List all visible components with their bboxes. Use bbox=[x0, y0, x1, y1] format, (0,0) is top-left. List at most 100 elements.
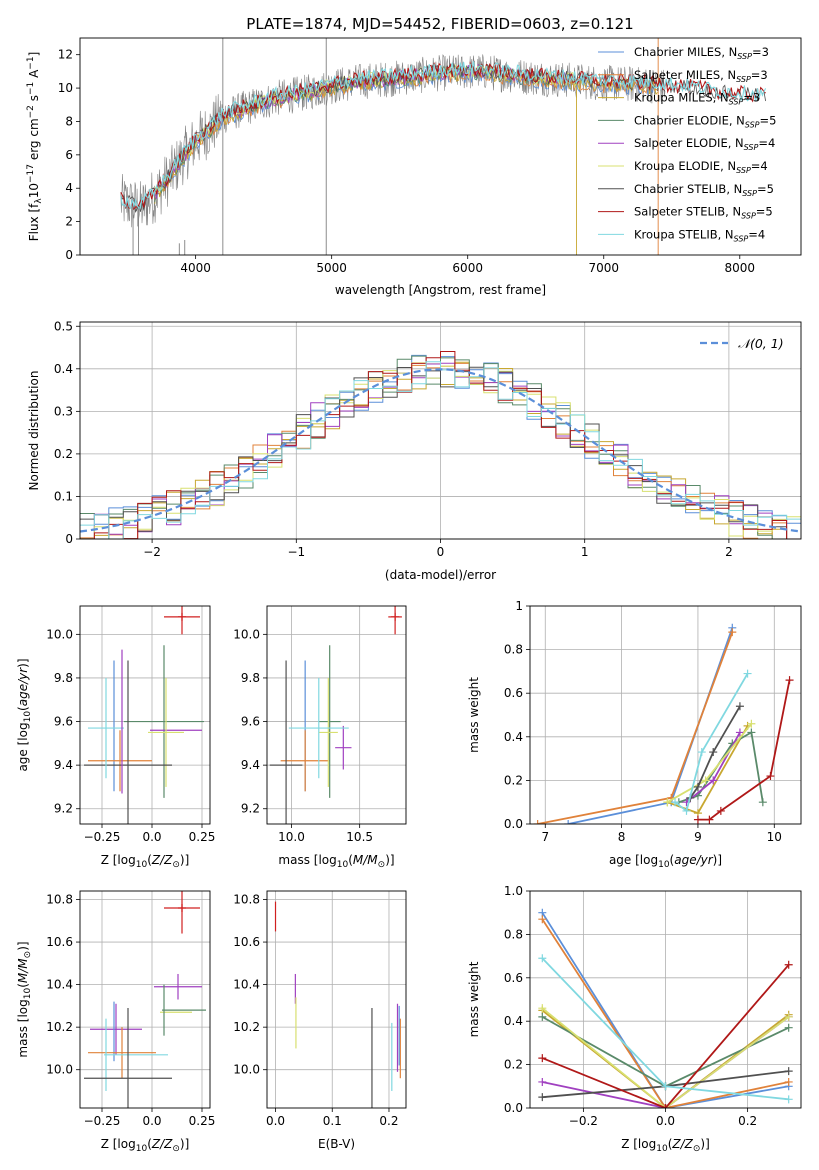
errorbar-point bbox=[280, 730, 330, 792]
x-tick-label: 0.0 bbox=[142, 830, 161, 844]
y-axis-label-part: −17 bbox=[26, 164, 36, 183]
x-tick-label: 8 bbox=[618, 830, 626, 844]
weight-marker bbox=[766, 772, 775, 781]
x-tick-label: 4000 bbox=[180, 261, 211, 275]
x-axis-label-part: age [log bbox=[609, 853, 658, 867]
errorbar-point bbox=[124, 645, 204, 798]
errorbar-point bbox=[335, 725, 352, 770]
legend-sub: SSP bbox=[734, 234, 749, 243]
y-axis-label-part: )] bbox=[16, 941, 30, 950]
plot-area bbox=[80, 351, 801, 539]
x-axis-label: age [log10(age/yr)] bbox=[609, 853, 722, 870]
plot-area bbox=[84, 891, 206, 1108]
x-axis-label-part: M/M bbox=[353, 853, 378, 867]
x-tick-label: 10.5 bbox=[346, 830, 373, 844]
y-tick-label: 0.2 bbox=[54, 447, 73, 461]
plot-area bbox=[538, 908, 793, 1108]
axes-frame bbox=[529, 890, 802, 1109]
y-axis-label-part: ] bbox=[27, 52, 41, 57]
legend-suffix: =4 bbox=[758, 136, 775, 150]
errorbar-point bbox=[88, 677, 124, 779]
weight-marker bbox=[705, 815, 714, 824]
weight-marker bbox=[758, 798, 767, 807]
y-tick-label: 9.2 bbox=[54, 802, 73, 816]
x-axis-label-part: ( bbox=[668, 1137, 673, 1151]
weight-marker bbox=[784, 1023, 793, 1032]
y-axis-label-part: mass [log bbox=[16, 999, 30, 1057]
weight-line-kroupa_miles bbox=[541, 1009, 790, 1108]
errorbar-point bbox=[84, 1008, 172, 1108]
x-axis-label: (data-model)/error bbox=[385, 568, 496, 582]
histogram-kroupa_stelib bbox=[80, 361, 801, 539]
y-axis-label: Normed distribution bbox=[27, 371, 41, 491]
legend-entry: Salpeter MILES, NSSP=3 bbox=[634, 68, 768, 84]
plot-area bbox=[533, 623, 794, 824]
x-axis-label-part: )] bbox=[180, 853, 189, 867]
weight-marker bbox=[716, 806, 725, 815]
x-axis-label-part: Z [log bbox=[621, 1137, 656, 1151]
weight-marker bbox=[784, 1095, 793, 1104]
errorbar-point bbox=[288, 677, 349, 779]
y-tick-label: 10.8 bbox=[46, 893, 73, 907]
x-axis-label: E(B-V) bbox=[318, 1137, 355, 1151]
weight-marker bbox=[747, 728, 756, 737]
legend-sub: SSP bbox=[742, 189, 757, 198]
x-tick-label: 0.2 bbox=[379, 1114, 398, 1128]
y-axis-label-part: −1 bbox=[26, 82, 36, 95]
x-axis-label-part: )] bbox=[180, 1137, 189, 1151]
errorbar-point bbox=[388, 606, 402, 635]
y-tick-label: 9.4 bbox=[241, 758, 260, 772]
x-tick-label: 0.25 bbox=[189, 1114, 216, 1128]
y-tick-label: 10.0 bbox=[233, 1063, 260, 1077]
legend-suffix: =4 bbox=[751, 159, 768, 173]
axes-frame bbox=[266, 890, 407, 1109]
plot-area bbox=[84, 606, 204, 824]
weight-marker bbox=[682, 806, 691, 815]
weight-marker bbox=[697, 748, 706, 757]
y-tick-label: 9.8 bbox=[54, 671, 73, 685]
y-tick-label: 8 bbox=[65, 114, 73, 128]
legend-suffix: =5 bbox=[760, 113, 777, 127]
weight-marker bbox=[538, 1077, 547, 1086]
weight-marker bbox=[735, 702, 744, 711]
panel-spectrum: 4000 5000 6000 7000 8000 0 2 4 6 8 10 12 wavelength … bbox=[26, 37, 802, 297]
weight-marker bbox=[709, 776, 718, 785]
legend-sub: SSP bbox=[736, 166, 751, 175]
axes-frame bbox=[79, 890, 211, 1109]
legend-entry: Chabrier MILES, NSSP=3 bbox=[634, 45, 769, 61]
weight-line-salpeter_miles bbox=[537, 631, 734, 824]
weight-line-kroupa_stelib bbox=[674, 673, 749, 813]
plot-area bbox=[269, 606, 402, 824]
legend-sub: SSP bbox=[745, 120, 760, 129]
x-axis-label-part: Z [log bbox=[101, 1137, 136, 1151]
y-axis-label-part: ( bbox=[16, 706, 30, 711]
x-axis-label-part: ⊙ bbox=[172, 860, 180, 870]
y-tick-label: 10.0 bbox=[46, 1063, 73, 1077]
weight-line-chabrier_miles bbox=[541, 912, 789, 1108]
legend-label: Salpeter ELODIE, N bbox=[634, 136, 744, 150]
y-axis-label-part: A bbox=[27, 69, 41, 82]
legend-suffix: =3 bbox=[752, 45, 769, 59]
x-tick-label: 0.1 bbox=[323, 1114, 342, 1128]
y-axis-label: mass weight bbox=[467, 961, 481, 1037]
y-tick-label: 10 bbox=[58, 81, 73, 95]
errorbar-point bbox=[154, 973, 202, 1000]
y-tick-label: 10.4 bbox=[46, 978, 73, 992]
y-tick-label: 9.8 bbox=[241, 671, 260, 685]
x-axis-label-part: ( bbox=[147, 1137, 152, 1151]
y-tick-label: 1.0 bbox=[504, 884, 523, 898]
weight-line-salpeter_miles bbox=[541, 918, 789, 1108]
x-tick-label: 10.0 bbox=[278, 830, 305, 844]
weight-marker bbox=[784, 1012, 793, 1021]
x-axis-label-part: Z [log bbox=[101, 853, 136, 867]
axes-frame bbox=[79, 321, 802, 540]
weight-marker bbox=[533, 820, 542, 824]
legend: Chabrier MILES, NSSP=3 Salpeter MILES, NS… bbox=[598, 45, 776, 243]
errorbar-point bbox=[88, 730, 152, 792]
axes-frame bbox=[79, 605, 211, 825]
weight-marker bbox=[735, 728, 744, 737]
x-axis-label: mass [log10(M/M⊙)] bbox=[278, 853, 394, 870]
histogram-chabrier_stelib bbox=[80, 366, 801, 539]
